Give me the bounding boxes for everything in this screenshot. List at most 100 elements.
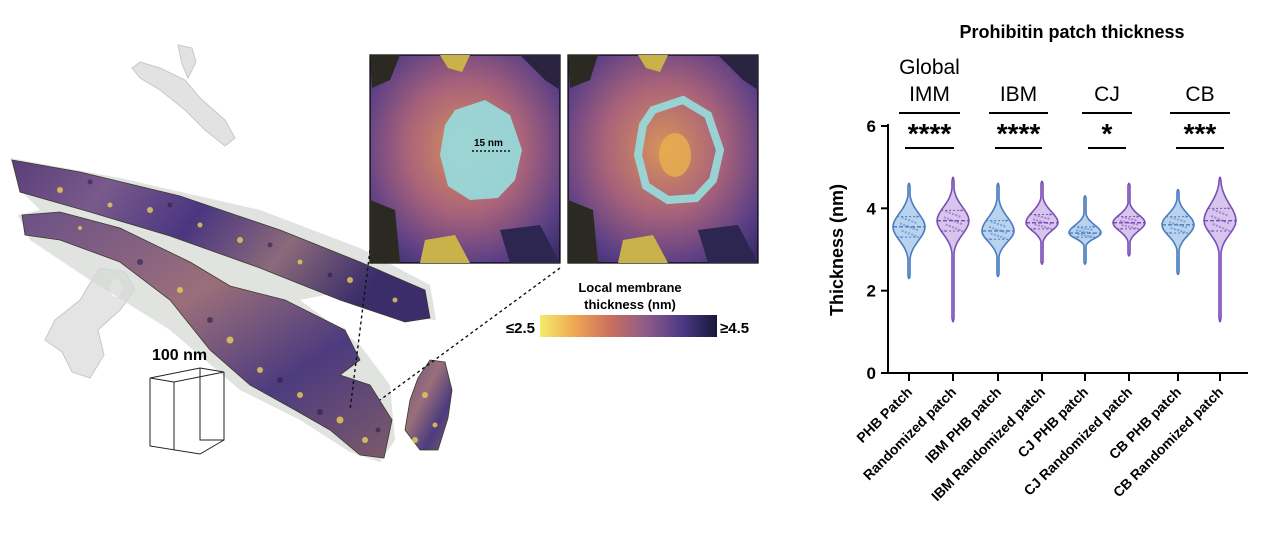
y-tick-label: 4 xyxy=(867,199,877,218)
data-point xyxy=(1090,228,1093,232)
colorbar-title-line2: thickness (nm) xyxy=(584,297,676,312)
data-point xyxy=(1044,216,1047,220)
data-point xyxy=(904,217,907,221)
violin-chart: Prohibitin patch thickness Thickness (nm… xyxy=(827,22,1248,504)
data-point xyxy=(1124,216,1128,220)
data-point xyxy=(1215,224,1219,227)
data-point xyxy=(1210,215,1214,218)
data-point xyxy=(1218,225,1222,229)
violin xyxy=(1161,189,1195,275)
data-point xyxy=(1180,219,1183,222)
data-point xyxy=(1225,213,1228,217)
data-point xyxy=(912,227,915,230)
data-point xyxy=(1127,225,1131,228)
data-point xyxy=(988,238,992,241)
data-point xyxy=(899,222,903,226)
scale-cube xyxy=(149,367,225,455)
y-tick-label: 2 xyxy=(867,282,876,301)
data-point xyxy=(956,221,959,224)
data-point xyxy=(996,222,1000,226)
data-point xyxy=(955,227,958,230)
data-point xyxy=(958,215,961,218)
data-point xyxy=(1168,221,1172,224)
data-point xyxy=(1040,215,1044,219)
data-point xyxy=(993,233,996,237)
data-point xyxy=(1003,224,1006,228)
data-point xyxy=(1091,225,1095,229)
data-point xyxy=(911,233,914,236)
data-point xyxy=(1124,224,1128,228)
data-point xyxy=(915,215,919,218)
data-point xyxy=(1181,225,1185,228)
data-point xyxy=(1226,221,1230,225)
data-point xyxy=(914,234,917,238)
zoom-guide-lines xyxy=(349,249,561,411)
data-point xyxy=(1172,222,1175,225)
data-point xyxy=(1168,231,1172,235)
data-point xyxy=(990,232,993,235)
data-point xyxy=(1119,219,1123,223)
data-point xyxy=(1214,216,1217,219)
data-point xyxy=(1176,218,1180,221)
data-point xyxy=(951,212,955,216)
data-point xyxy=(959,209,963,212)
data-point xyxy=(1032,218,1036,221)
data-point xyxy=(1083,227,1087,230)
violin xyxy=(892,182,926,280)
violin xyxy=(936,176,970,323)
mitochondrion-upper xyxy=(11,159,431,323)
data-point xyxy=(1135,215,1139,218)
data-point xyxy=(955,214,958,217)
significance-stars: **** xyxy=(908,118,952,149)
data-point xyxy=(959,222,963,225)
data-point xyxy=(907,218,911,222)
violin xyxy=(1203,176,1237,323)
mitochondrion-fragment xyxy=(404,359,453,451)
group-label: Global xyxy=(899,56,960,79)
data-point xyxy=(1131,218,1134,221)
significance-stars: **** xyxy=(997,118,1041,149)
violin xyxy=(1068,195,1102,265)
data-point xyxy=(1119,227,1123,231)
data-point xyxy=(1087,234,1090,238)
data-point xyxy=(1131,226,1134,229)
data-point xyxy=(958,228,961,231)
data-point xyxy=(1037,224,1041,227)
membrane-fragment-top xyxy=(131,44,236,147)
data-point xyxy=(901,229,904,233)
data-point xyxy=(1127,217,1131,220)
data-point xyxy=(1082,230,1085,233)
data-point xyxy=(1080,233,1084,236)
data-point xyxy=(1173,217,1177,220)
data-point xyxy=(901,216,904,219)
thickness-patches xyxy=(57,187,438,443)
data-point xyxy=(1180,229,1183,233)
scale-bar-label: 100 nm xyxy=(152,347,207,364)
data-point xyxy=(1036,219,1039,222)
data-point xyxy=(943,216,947,219)
group-label: CB xyxy=(1185,83,1214,106)
colorbar-title-line1: Local membrane xyxy=(578,280,681,295)
data-point xyxy=(1134,218,1137,222)
data-point xyxy=(1217,217,1220,221)
data-point xyxy=(948,211,951,215)
data-point xyxy=(1183,220,1186,223)
data-point xyxy=(1218,211,1222,214)
data-point xyxy=(995,228,998,231)
data-point xyxy=(1210,229,1214,233)
data-point xyxy=(899,235,903,239)
group-label: IBM xyxy=(1000,83,1037,106)
membrane-rendering xyxy=(10,44,453,462)
data-point xyxy=(1047,217,1050,220)
colorbar-min-label: ≤2.5 xyxy=(506,320,535,337)
colorbar-max-label: ≥4.5 xyxy=(720,320,749,337)
data-point xyxy=(1040,225,1044,228)
data-point xyxy=(1075,235,1079,239)
data-point xyxy=(911,220,914,223)
data-point xyxy=(945,223,948,227)
data-point xyxy=(1222,227,1225,230)
randomized-ring xyxy=(633,95,725,205)
data-point xyxy=(1032,227,1036,231)
data-point xyxy=(1000,223,1003,227)
inset-patch: 15 nm xyxy=(369,54,561,264)
